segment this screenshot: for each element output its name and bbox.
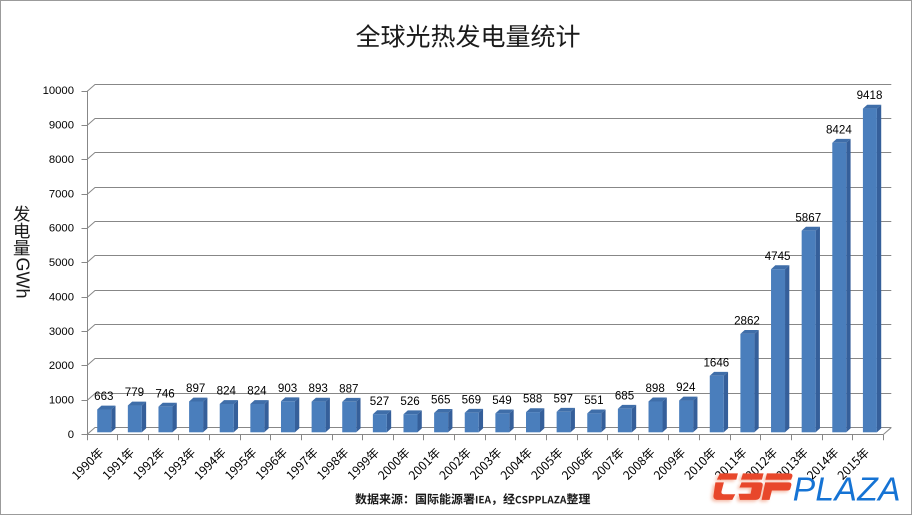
- svg-text:PLAZA: PLAZA: [793, 472, 901, 509]
- svg-text:8000: 8000: [49, 154, 74, 166]
- svg-text:GWh: GWh: [12, 258, 32, 299]
- svg-text:3000: 3000: [49, 326, 74, 338]
- svg-text:2862: 2862: [734, 315, 760, 328]
- svg-text:1000: 1000: [49, 395, 74, 407]
- svg-text:9418: 9418: [857, 89, 883, 102]
- svg-text:526: 526: [400, 395, 419, 408]
- svg-text:2000: 2000: [49, 360, 74, 372]
- svg-text:597: 597: [554, 392, 573, 405]
- svg-text:779: 779: [125, 386, 144, 399]
- svg-text:569: 569: [462, 393, 481, 406]
- svg-text:10000: 10000: [43, 85, 74, 97]
- svg-text:588: 588: [523, 393, 542, 406]
- svg-text:5000: 5000: [49, 257, 74, 269]
- svg-text:0: 0: [68, 429, 74, 441]
- svg-text:8424: 8424: [826, 123, 852, 136]
- svg-text:663: 663: [94, 390, 113, 403]
- svg-text:5867: 5867: [795, 211, 821, 224]
- svg-text:9000: 9000: [49, 120, 74, 132]
- svg-text:527: 527: [370, 395, 389, 408]
- svg-text:565: 565: [431, 393, 450, 406]
- svg-text:898: 898: [645, 382, 664, 395]
- svg-text:7000: 7000: [49, 188, 74, 200]
- svg-text:549: 549: [492, 394, 511, 407]
- svg-text:6000: 6000: [49, 223, 74, 235]
- svg-text:685: 685: [615, 389, 634, 402]
- svg-text:824: 824: [217, 385, 237, 398]
- svg-text:924: 924: [676, 381, 696, 394]
- svg-text:893: 893: [309, 382, 328, 395]
- svg-text:1646: 1646: [703, 356, 729, 369]
- svg-text:824: 824: [247, 385, 267, 398]
- svg-text:551: 551: [584, 394, 603, 407]
- svg-text:897: 897: [186, 382, 205, 395]
- svg-text:887: 887: [339, 382, 358, 395]
- svg-text:4745: 4745: [765, 250, 791, 263]
- svg-text:746: 746: [155, 387, 174, 400]
- svg-text:4000: 4000: [49, 291, 74, 303]
- svg-text:903: 903: [278, 382, 297, 395]
